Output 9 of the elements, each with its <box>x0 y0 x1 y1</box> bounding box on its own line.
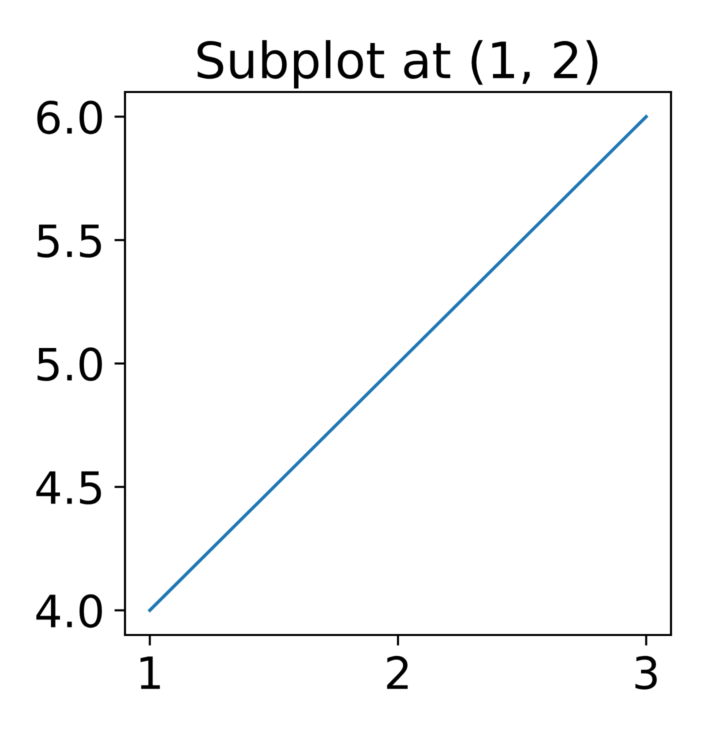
x-tick-label: 1 <box>140 656 160 689</box>
y-tick-label: 6.0 <box>37 100 102 134</box>
x-tick-label: 2 <box>387 656 408 689</box>
y-tick-label: 4.5 <box>36 471 101 504</box>
x-tick-label: 3 <box>635 656 657 690</box>
y-tick-label: 4.0 <box>36 594 102 628</box>
chart-title: Subplot at (1, 2) <box>198 40 598 89</box>
y-tick-label: 5.5 <box>38 224 101 258</box>
y-tick-label: 5.0 <box>38 347 102 382</box>
